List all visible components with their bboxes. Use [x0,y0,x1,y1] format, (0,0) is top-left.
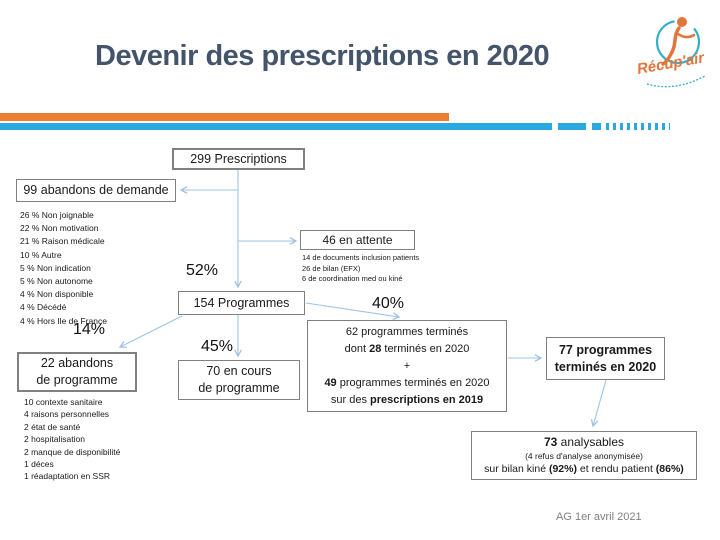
termines62-line5-bold: prescriptions en 2019 [370,393,484,406]
connector-to-termines62 [305,302,401,320]
list-item: 10 % Autre [20,249,62,260]
termines62-line4-bold: 49 [324,376,337,389]
analysables-line3-mid: et rendu patient [576,462,656,475]
blue-accent-bar-segment [592,123,601,130]
orange-accent-bar [0,113,449,121]
list-item: 5 % Non indication [20,262,91,273]
percent-label-45: 45% [201,338,234,355]
abandons-demande-box: 99 abandons de demande [16,179,176,202]
termines62-line4-post: programmes terminés en 2020 [336,376,490,389]
blue-accent-bar-dashes [606,123,670,130]
percent-label-14: 14% [73,321,106,338]
list-item: 5 % Non autonome [20,276,93,287]
logo-figure-body [661,26,681,66]
list-item: 1 déces [24,459,54,470]
abandons-programme-line2: de programme [36,373,118,387]
termines62-line2-bold: 28 [369,342,382,355]
analysables-line3-bold2: (86%) [655,462,684,475]
termines62-line4: 49 programmes terminés en 2020 [324,375,489,392]
list-item: 14 de documents inclusion patients [302,253,420,262]
page-title: Devenir des prescriptions en 2020 [95,40,550,72]
attente-box: 46 en attente [300,230,415,250]
list-item: 6 de coordination med ou kiné [302,274,403,284]
abandons-demande-box-label: 99 abandons de demande [23,183,169,198]
termines62-line2: dont 28 terminés en 2020 [345,341,470,358]
termines77-box: 77 programmes terminés en 2020 [546,337,665,380]
analysables-line2: (4 refus d'analyse anonymisée) [525,450,643,461]
termines62-line1: 62 programmes terminés [345,325,469,338]
programmes-box: 154 Programmes [178,291,305,315]
termines62-line5: sur des prescriptions en 2019 [331,392,483,409]
abandons-demande-reasons-list: 26 % Non joignable 22 % Non motivation 21 … [20,209,107,328]
recupair-logo: Récup'air [633,10,718,102]
attente-details-list: 14 de documents inclusion patients 26 de … [302,253,419,285]
list-item: 2 hospitalisation [24,434,85,445]
termines62-line5-pre: sur des [330,393,371,406]
abandons-programme-box: 22 abandons de programme [17,352,137,392]
termines62-line3: + [403,359,411,372]
analysables-line3: sur bilan kiné (92%) et rendu patient (8… [484,462,684,477]
list-item: 21 % Raison médicale [20,236,105,247]
encours-box: 70 en cours de programme [178,360,300,400]
list-item: 4 % Hors Ile de France [20,315,107,326]
list-item: 26 % Non joignable [20,210,94,220]
prescriptions-box: 299 Prescriptions [172,148,305,170]
analysables-line1: 73 analysables [544,435,624,450]
list-item: 4 raisons personnelles [24,409,110,420]
slide-footer-date: AG 1er avril 2021 [556,511,642,523]
attente-box-label: 46 en attente [322,232,393,247]
prescriptions-box-label: 299 Prescriptions [190,151,287,166]
list-item: 26 de bilan (EFX) [302,263,361,273]
list-item: 4 % Non disponible [20,289,94,300]
list-item: 4 % Décédé [20,302,67,313]
list-item: 10 contexte sanitaire [24,397,103,407]
percent-label-52: 52% [186,262,219,279]
analysables-line1-post: analysables [557,434,625,449]
connector-to-abandons-programme [118,315,183,348]
list-item: 1 réadaptation en SSR [24,471,111,482]
analysables-line3-pre: sur bilan kiné [484,462,549,475]
logo-tagline-squiggle [646,75,706,88]
list-item: 2 état de santé [24,421,81,432]
connector-to-analysables [590,379,607,428]
analysables-box: 73 analysables (4 refus d'analyse anonym… [471,431,697,480]
termines77-line1: 77 programmes [558,342,653,357]
recupair-logo-graphic: Récup'air [636,17,707,88]
logo-figure-head [677,17,687,27]
abandons-programme-line1: 22 abandons [40,356,114,371]
encours-line1: 70 en cours [206,364,272,379]
encours-line2: de programme [198,381,280,395]
list-item: 2 manque de disponibilité [24,446,121,457]
programmes-box-label: 154 Programmes [193,295,290,310]
termines62-line2-post: terminés en 2020 [381,342,470,355]
list-item: 22 % Non motivation [20,223,99,234]
analysables-line3-bold1: (92%) [548,462,577,475]
logo-figure-arm [676,32,696,39]
blue-accent-bar-segment [558,123,586,130]
termines62-box: 62 programmes terminés dont 28 terminés … [307,320,507,412]
percent-label-40: 40% [372,295,405,312]
analysables-line1-bold: 73 [543,434,558,449]
blue-accent-bar [0,123,552,130]
termines62-line2-pre: dont [344,342,370,355]
termines77-line2: terminés en 2020 [554,359,657,374]
abandons-programme-reasons-list: 10 contexte sanitaire 4 raisons personnel… [24,396,120,483]
